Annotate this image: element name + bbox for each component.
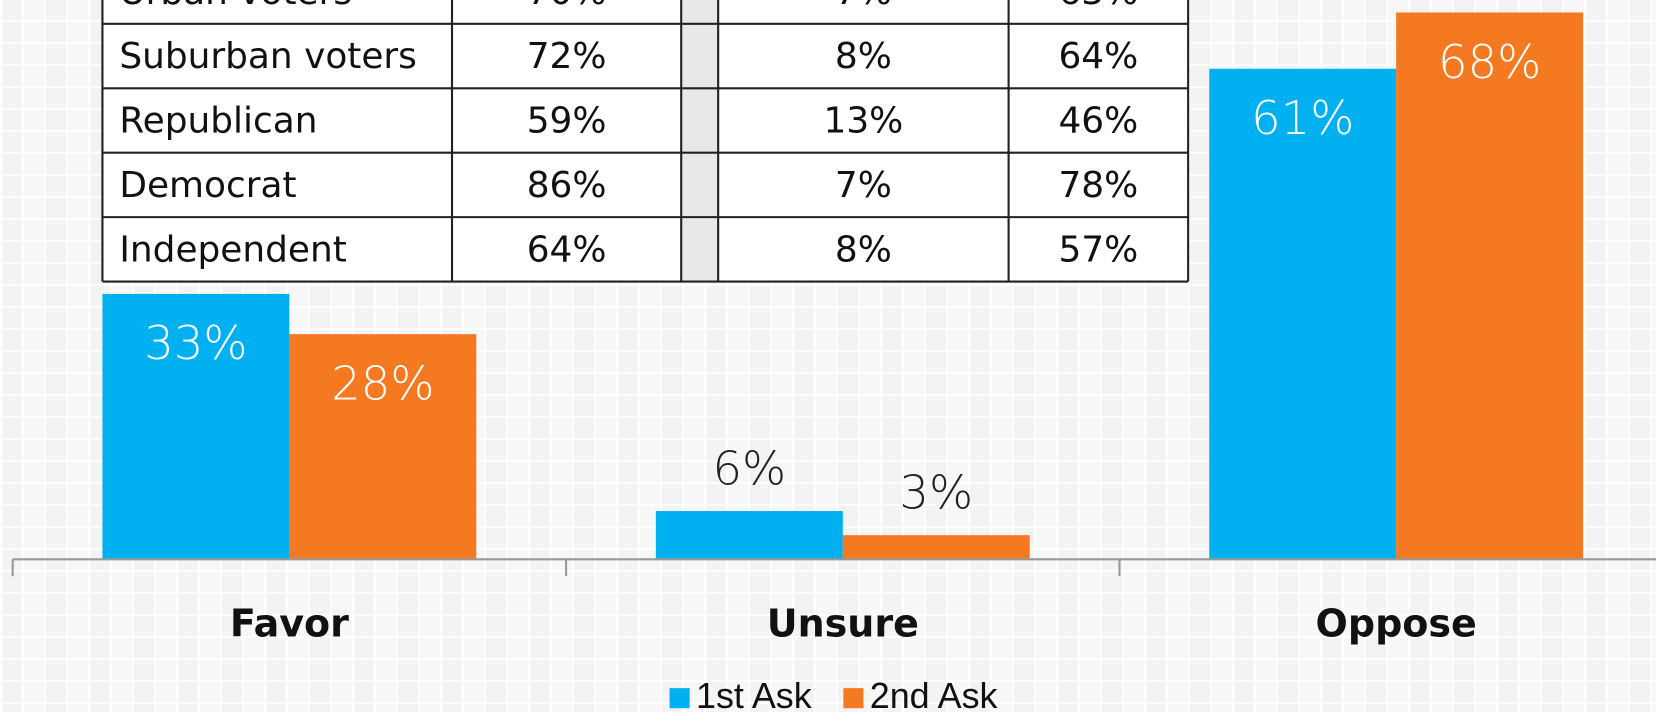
bar — [842, 535, 1030, 560]
table-cell: 64% — [527, 229, 607, 270]
table-cell: 64% — [1058, 36, 1138, 77]
legend-label: 1st Ask — [696, 676, 812, 712]
table-cell: 78% — [1058, 165, 1138, 206]
bar — [102, 293, 290, 560]
table-cell: 8% — [835, 36, 892, 77]
legend-label: 2nd Ask — [870, 676, 998, 712]
table-cell: 46% — [1058, 101, 1138, 142]
table-cell: 7% — [835, 165, 892, 206]
table-cell: Independent — [119, 229, 347, 270]
table-cell: Suburban voters — [119, 36, 417, 77]
value-label: 28% — [331, 356, 434, 410]
bar — [289, 334, 477, 560]
legend-swatch — [843, 688, 864, 709]
table-cell: Democrat — [119, 165, 296, 206]
legend-swatch — [669, 688, 690, 709]
x-tick-label: Oppose — [1316, 601, 1477, 645]
bar — [1396, 12, 1584, 560]
table-cell: 86% — [527, 165, 607, 206]
table-cell: 7% — [835, 0, 892, 13]
value-label: 6% — [712, 441, 786, 495]
table-cell: 70% — [527, 0, 607, 13]
value-label: 3% — [899, 466, 973, 520]
value-label: 33% — [144, 316, 247, 370]
x-tick-label: Favor — [230, 601, 349, 645]
table-cell: 59% — [527, 101, 607, 142]
table-cell: 57% — [1058, 229, 1138, 270]
table-bg — [102, 0, 1189, 282]
value-label: 68% — [1438, 35, 1541, 89]
table-gap-column — [681, 0, 719, 282]
table-cell: 8% — [835, 229, 892, 270]
table-cell: 63% — [1058, 0, 1138, 13]
table-cell: 13% — [823, 101, 903, 142]
table-cell: Republican — [119, 101, 317, 142]
bar — [1209, 68, 1397, 560]
bar — [655, 511, 843, 560]
table-cell: Urban voters — [119, 0, 352, 13]
table-cell: 72% — [527, 36, 607, 77]
value-label: 61% — [1251, 91, 1354, 145]
x-tick-label: Unsure — [767, 601, 919, 645]
